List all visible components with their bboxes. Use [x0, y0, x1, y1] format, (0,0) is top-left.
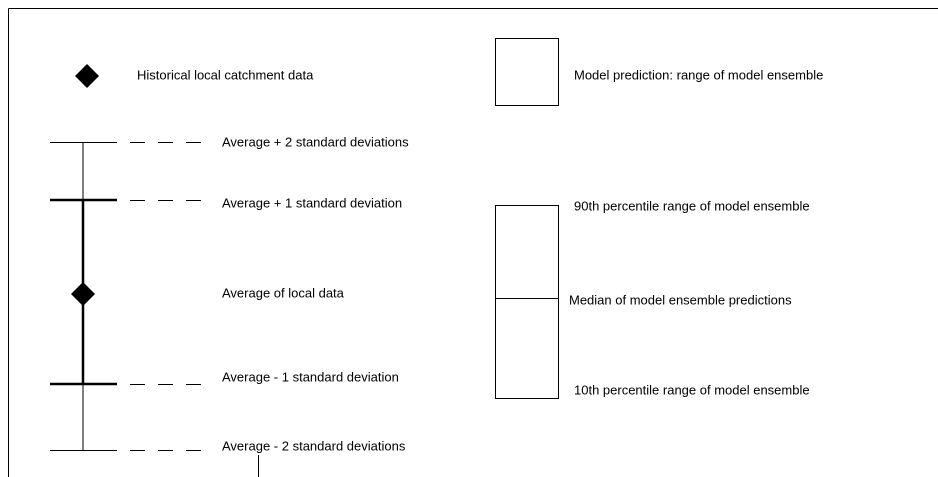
- legend-label: 10th percentile range of model ensemble: [574, 382, 810, 397]
- legend-label: Median of model ensemble predictions: [569, 292, 792, 307]
- range-box-icon: [495, 38, 559, 106]
- diamond-icon: [71, 282, 95, 306]
- legend-label: Model prediction: range of model ensembl…: [574, 67, 823, 82]
- percentile-box-icon: [495, 205, 559, 399]
- legend-label: Average of local data: [222, 285, 345, 300]
- diamond-icon: [75, 64, 99, 88]
- legend-label: Average + 1 standard deviation: [222, 195, 402, 210]
- legend-label: Average - 1 standard deviation: [222, 369, 399, 384]
- legend-label: Historical local catchment data: [137, 67, 314, 82]
- legend-label: Average + 2 standard deviations: [222, 134, 409, 149]
- legend-label: Average - 2 standard deviations: [222, 438, 406, 453]
- legend-label: 90th percentile range of model ensemble: [574, 198, 810, 213]
